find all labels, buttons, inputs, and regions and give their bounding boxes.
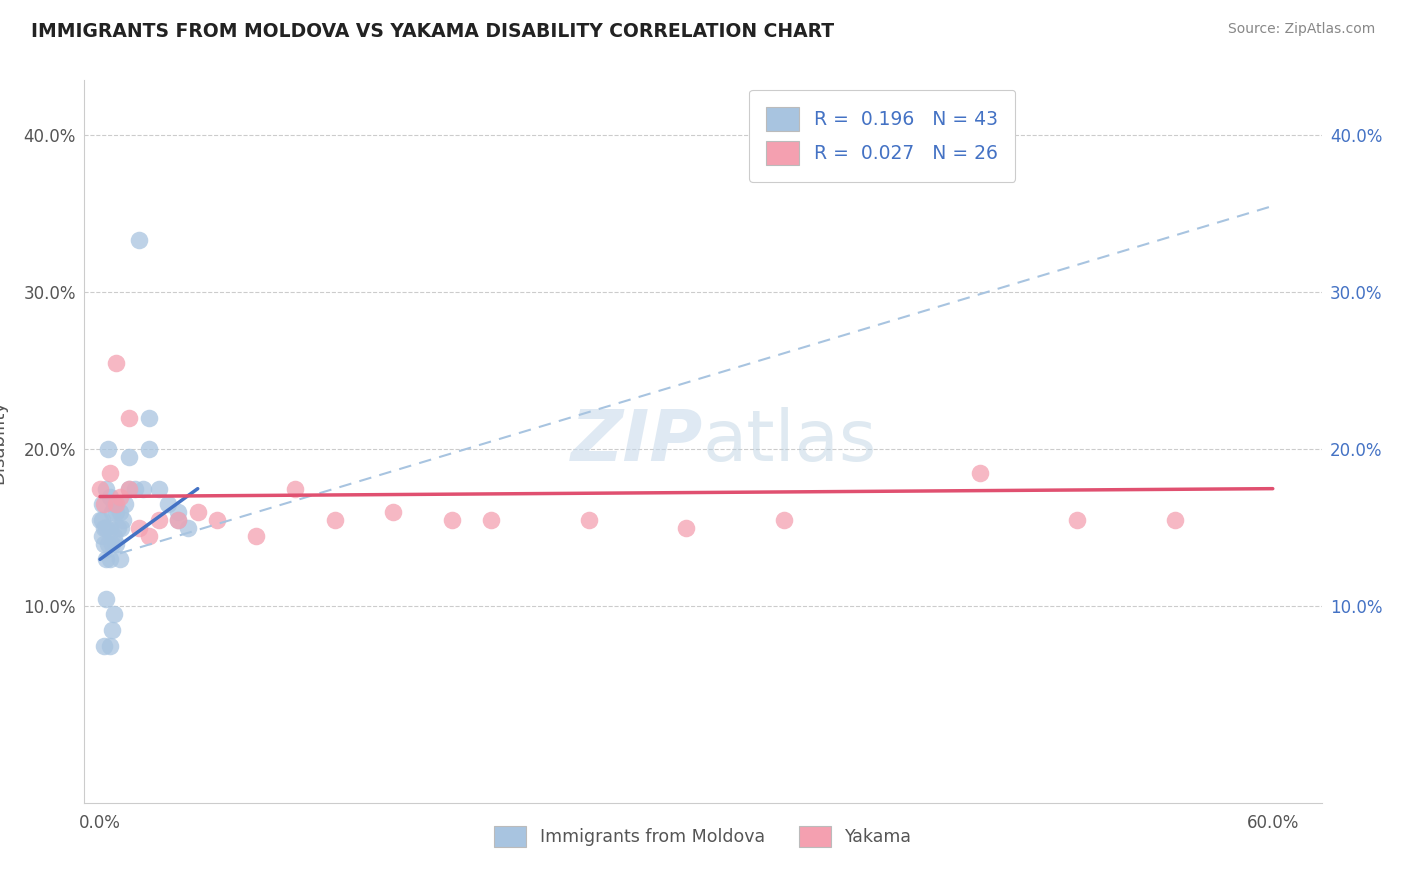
Point [132, 482, 155, 496]
Point [97, 536, 120, 550]
Point [479, 513, 502, 527]
Legend: Immigrants from Moldova, Yakama: Immigrants from Moldova, Yakama [485, 817, 921, 855]
Point [148, 513, 170, 527]
Point [167, 513, 190, 527]
Point [94, 552, 117, 566]
Point [118, 482, 141, 496]
Text: IMMIGRANTS FROM MOLDOVA VS YAKAMA DISABILITY CORRELATION CHART: IMMIGRANTS FROM MOLDOVA VS YAKAMA DISABI… [31, 22, 834, 41]
Point [138, 411, 160, 425]
Point [167, 513, 190, 527]
Point [93, 639, 115, 653]
Point [103, 607, 125, 622]
Point [103, 497, 125, 511]
Point [98, 521, 121, 535]
Point [98, 639, 121, 653]
Point [128, 521, 150, 535]
Point [91, 529, 114, 543]
Point [969, 466, 991, 480]
Point [104, 356, 127, 370]
Point [207, 513, 229, 527]
Point [1066, 513, 1088, 527]
Point [108, 552, 131, 566]
Point [124, 482, 146, 496]
Point [89, 482, 111, 496]
Point [128, 234, 150, 248]
Point [100, 505, 122, 519]
Point [284, 482, 307, 496]
Point [138, 529, 160, 543]
Point [114, 497, 136, 511]
Point [382, 505, 405, 519]
Point [104, 505, 127, 519]
Point [103, 529, 125, 543]
Point [98, 490, 121, 504]
Point [245, 529, 267, 543]
Point [94, 482, 117, 496]
Point [675, 521, 697, 535]
Point [93, 497, 115, 511]
Point [112, 513, 135, 527]
Point [98, 552, 121, 566]
Point [108, 505, 131, 519]
Point [773, 513, 796, 527]
Point [104, 536, 127, 550]
Point [187, 505, 209, 519]
Point [91, 497, 114, 511]
Text: atlas: atlas [703, 407, 877, 476]
Point [578, 513, 600, 527]
Point [118, 411, 141, 425]
Point [100, 623, 122, 637]
Point [110, 521, 132, 535]
Point [167, 505, 190, 519]
Point [94, 521, 117, 535]
Point [1164, 513, 1187, 527]
Point [91, 513, 114, 527]
Point [94, 591, 117, 606]
Point [97, 442, 120, 457]
Point [104, 497, 127, 511]
Point [148, 482, 170, 496]
Text: ZIP: ZIP [571, 407, 703, 476]
Point [93, 536, 115, 550]
Point [107, 521, 129, 535]
Point [118, 482, 141, 496]
Point [323, 513, 346, 527]
Point [118, 450, 141, 465]
Point [157, 497, 180, 511]
Point [138, 442, 160, 457]
Point [89, 513, 111, 527]
Point [98, 466, 121, 480]
Point [108, 490, 131, 504]
Point [440, 513, 463, 527]
Text: Source: ZipAtlas.com: Source: ZipAtlas.com [1227, 22, 1375, 37]
Point [100, 536, 122, 550]
Point [93, 521, 115, 535]
Y-axis label: Disability: Disability [0, 400, 7, 483]
Point [177, 521, 200, 535]
